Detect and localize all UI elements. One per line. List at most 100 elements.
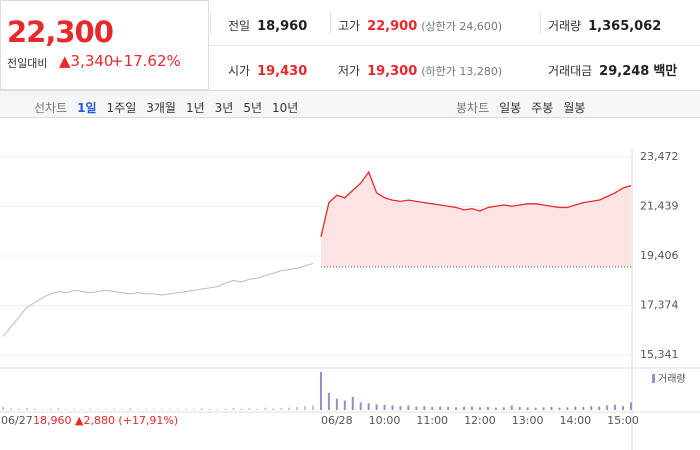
volume-bar [335,398,338,410]
stat: 거래대금 29,248 백만 [548,60,677,79]
stat-label: 전일 [228,19,251,33]
volume-bar [614,404,617,410]
volume-bar [415,406,418,410]
price: 22,300 [7,15,114,49]
y-tick-label: 23,472 [640,150,679,163]
volume-bar [502,407,505,410]
y-tick-label: 17,374 [640,298,679,311]
volume-bar [423,406,426,410]
volume-bar [9,408,12,410]
candle-tabs: 봉차트 일봉 주봉 월봉 [456,97,595,116]
price-box: 22,300 전일대비 ▲3,340 +17.62% [0,0,209,90]
volume-bar [375,404,378,410]
volume-bar [447,406,450,410]
volume-bar [89,408,92,410]
x-tick-label: 13:00 [512,414,544,427]
x-tick-label: 06/27 [1,414,33,427]
stat-label: 거래대금 [548,64,593,78]
tab[interactable]: 3년 [214,101,234,115]
volume-bar [574,406,577,410]
x-tick-label: 10:00 [369,414,401,427]
stat: 시가 19,430 [228,60,307,79]
tab[interactable]: 1주일 [106,101,137,115]
volume-bar [2,406,4,410]
stat-label: 저가 [338,64,361,78]
stat-value: 18,960 [257,19,308,34]
line-tabs: 선차트 1일 1주일 3개월 1년 3년 5년 10년 [34,97,308,116]
price-line [2,262,314,337]
change-pct: +17.62% [111,52,181,70]
volume-bar [33,408,36,410]
stat-label: 시가 [228,64,251,78]
volume-bar [478,407,481,410]
area [320,172,631,267]
tab[interactable]: 5년 [243,101,263,115]
volume-bar [455,407,458,410]
tab[interactable]: 주봉 [531,101,554,115]
volume-bar [264,407,267,410]
volume-bar [327,392,330,410]
volume-bar [49,408,52,410]
stat: 고가 22,900 (상한가 24,600) [338,15,502,34]
stat-extra: (하한가 13,280) [421,65,503,78]
stat-value: 19,300 [367,64,418,79]
volume-bar [510,405,513,410]
legend-swatch [652,374,655,383]
volume-bar [526,407,529,410]
stat-label: 고가 [338,19,361,33]
divider [209,45,700,46]
stat-label: 거래량 [548,19,582,33]
legend-label: 거래량 [658,373,686,385]
chart: 18,960 ▲2,880 (+17,91%) 15,341 17,374 19,4… [0,148,700,450]
y-tick-label: 19,406 [640,249,679,262]
change-label: 전일대비 [7,57,48,70]
tab[interactable]: 월봉 [563,101,586,115]
volume-bar [598,406,601,410]
tab[interactable]: 1년 [185,101,205,115]
x-tick-label: 12:00 [464,414,496,427]
volume-bar [113,408,116,410]
volume-bar [192,409,195,410]
volume-bar [542,407,545,410]
volume-bar [97,409,100,410]
volume-bar [208,408,211,410]
volume-bar [407,405,410,410]
volume-bar [121,409,124,410]
tab-label: 봉차트 [456,101,490,115]
tab[interactable]: 1일 [77,101,97,115]
volume-bar [367,403,370,410]
x-tick-label: 11:00 [416,414,448,427]
x-tick-label: 14:00 [559,414,591,427]
volume-bar [240,408,243,410]
stat: 전일 18,960 [228,15,307,34]
volume-bar [304,406,307,410]
volume-bar [383,404,386,410]
volume-bar [153,409,156,410]
tab-label: 선차트 [34,101,68,115]
tab[interactable]: 3개월 [146,101,176,115]
volume-bar [248,408,251,410]
volume-bar [129,408,132,410]
separator [540,12,541,34]
volume-bar [296,406,299,410]
stat: 거래량 1,365,062 [548,15,661,34]
volume-bar [630,402,632,410]
volume-bar [224,408,227,410]
separator [210,12,211,34]
volume-bar [534,407,537,410]
volume-bar [232,408,235,410]
volume-bar [57,408,60,410]
tab-bar: 선차트 1일 1주일 3개월 1년 3년 5년 10년 봉차트 일봉 주봉 월봉 [0,90,700,118]
volume-bar [312,405,315,410]
volume-bar [145,408,148,410]
volume-bar [319,372,322,410]
stat-value: 22,900 [367,19,418,34]
volume-bar [17,408,20,410]
volume-bar [566,407,569,410]
volume-bar [105,409,108,410]
tab[interactable]: 일봉 [499,101,522,115]
volume-bar [582,406,585,410]
tab[interactable]: 10년 [272,101,299,115]
volume-bar [65,409,68,410]
